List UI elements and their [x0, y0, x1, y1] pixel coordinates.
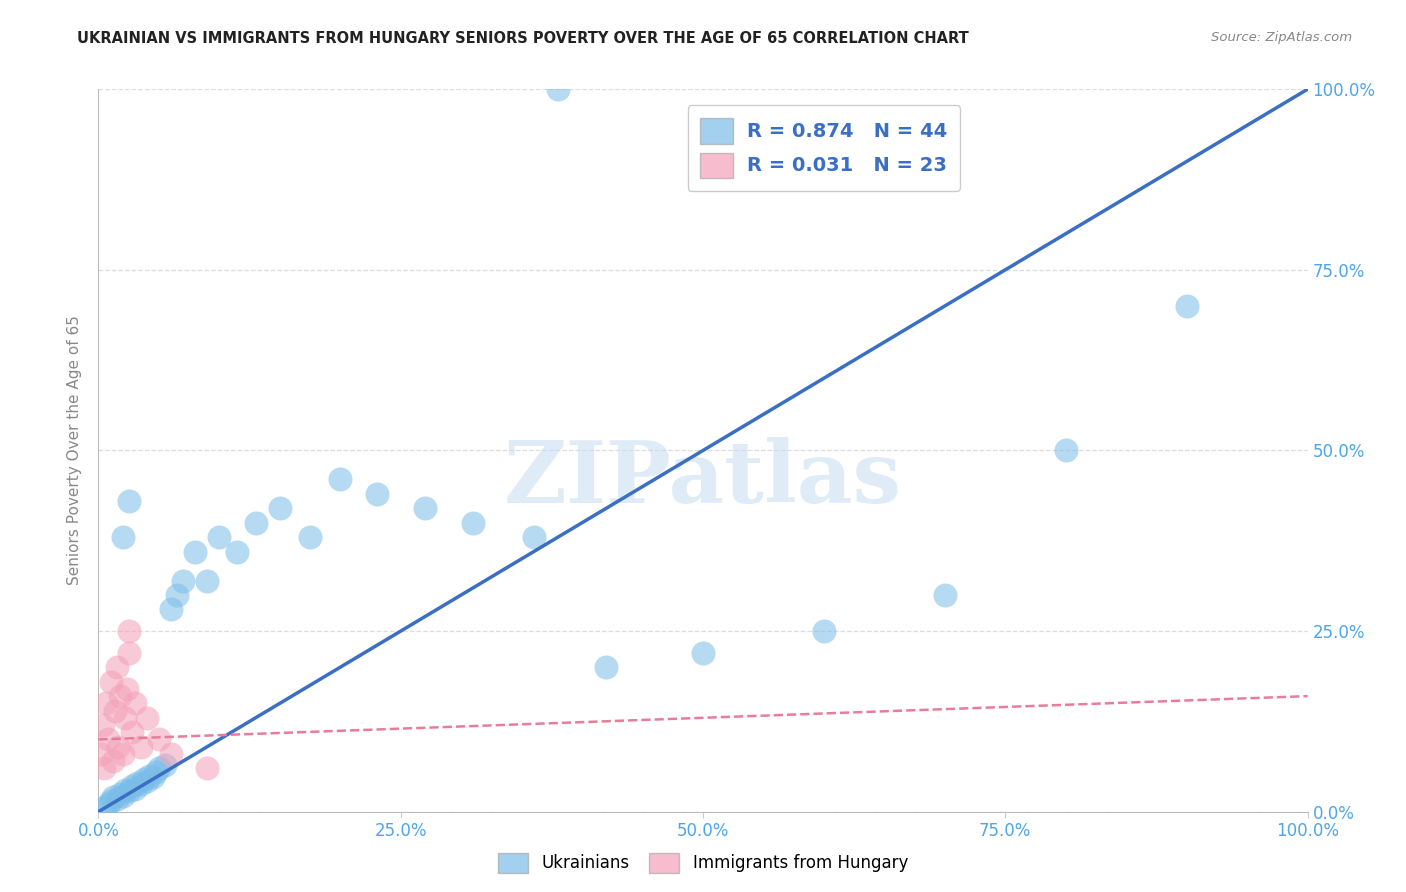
Point	[934, 588, 956, 602]
Point	[148, 732, 170, 747]
Point	[245, 516, 267, 530]
Point	[94, 696, 117, 710]
Point	[523, 530, 546, 544]
Point	[100, 674, 122, 689]
Legend: Ukrainians, Immigrants from Hungary: Ukrainians, Immigrants from Hungary	[491, 847, 915, 880]
Point	[145, 764, 167, 779]
Point	[101, 754, 124, 768]
Text: Source: ZipAtlas.com: Source: ZipAtlas.com	[1212, 31, 1353, 45]
Point	[93, 801, 115, 815]
Point	[97, 797, 120, 812]
Legend: R = 0.874   N = 44, R = 0.031   N = 23: R = 0.874 N = 44, R = 0.031 N = 23	[688, 105, 960, 191]
Point	[547, 82, 569, 96]
Point	[117, 681, 139, 696]
Point	[172, 574, 194, 588]
Point	[118, 646, 141, 660]
Point	[166, 588, 188, 602]
Point	[160, 747, 183, 761]
Point	[100, 794, 122, 808]
Point	[114, 783, 136, 797]
Point	[105, 660, 128, 674]
Point	[184, 544, 207, 558]
Point	[366, 487, 388, 501]
Point	[463, 516, 485, 530]
Point	[127, 776, 149, 790]
Point	[138, 769, 160, 783]
Text: UKRAINIAN VS IMMIGRANTS FROM HUNGARY SENIORS POVERTY OVER THE AGE OF 65 CORRELAT: UKRAINIAN VS IMMIGRANTS FROM HUNGARY SEN…	[77, 31, 969, 46]
Point	[118, 624, 141, 639]
Point	[153, 757, 176, 772]
Point	[195, 761, 218, 775]
Point	[595, 660, 617, 674]
Point	[121, 780, 143, 794]
Point	[111, 530, 134, 544]
Point	[134, 772, 156, 787]
Point	[135, 711, 157, 725]
Point	[121, 725, 143, 739]
Point	[93, 761, 115, 775]
Point	[299, 530, 322, 544]
Point	[269, 501, 291, 516]
Point	[148, 761, 170, 775]
Point	[104, 704, 127, 718]
Point	[124, 696, 146, 710]
Text: ZIPatlas: ZIPatlas	[503, 437, 903, 521]
Point	[107, 739, 129, 754]
Point	[97, 732, 120, 747]
Point	[90, 747, 112, 761]
Point	[108, 787, 131, 801]
Point	[91, 718, 114, 732]
Point	[111, 747, 134, 761]
Point	[129, 777, 152, 791]
Point	[160, 602, 183, 616]
Y-axis label: Seniors Poverty Over the Age of 65: Seniors Poverty Over the Age of 65	[67, 316, 83, 585]
Point	[129, 739, 152, 754]
Point	[111, 789, 134, 803]
Point	[226, 544, 249, 558]
Point	[813, 624, 835, 639]
Point	[108, 689, 131, 703]
Point	[105, 791, 128, 805]
Point	[118, 784, 141, 798]
Point	[195, 574, 218, 588]
Point	[135, 774, 157, 789]
Point	[142, 770, 165, 784]
Point	[413, 501, 436, 516]
Point	[329, 472, 352, 486]
Point	[208, 530, 231, 544]
Point	[692, 646, 714, 660]
Point	[114, 711, 136, 725]
Point	[1175, 299, 1198, 313]
Point	[1054, 443, 1077, 458]
Point	[101, 790, 124, 805]
Point	[118, 494, 141, 508]
Point	[124, 781, 146, 796]
